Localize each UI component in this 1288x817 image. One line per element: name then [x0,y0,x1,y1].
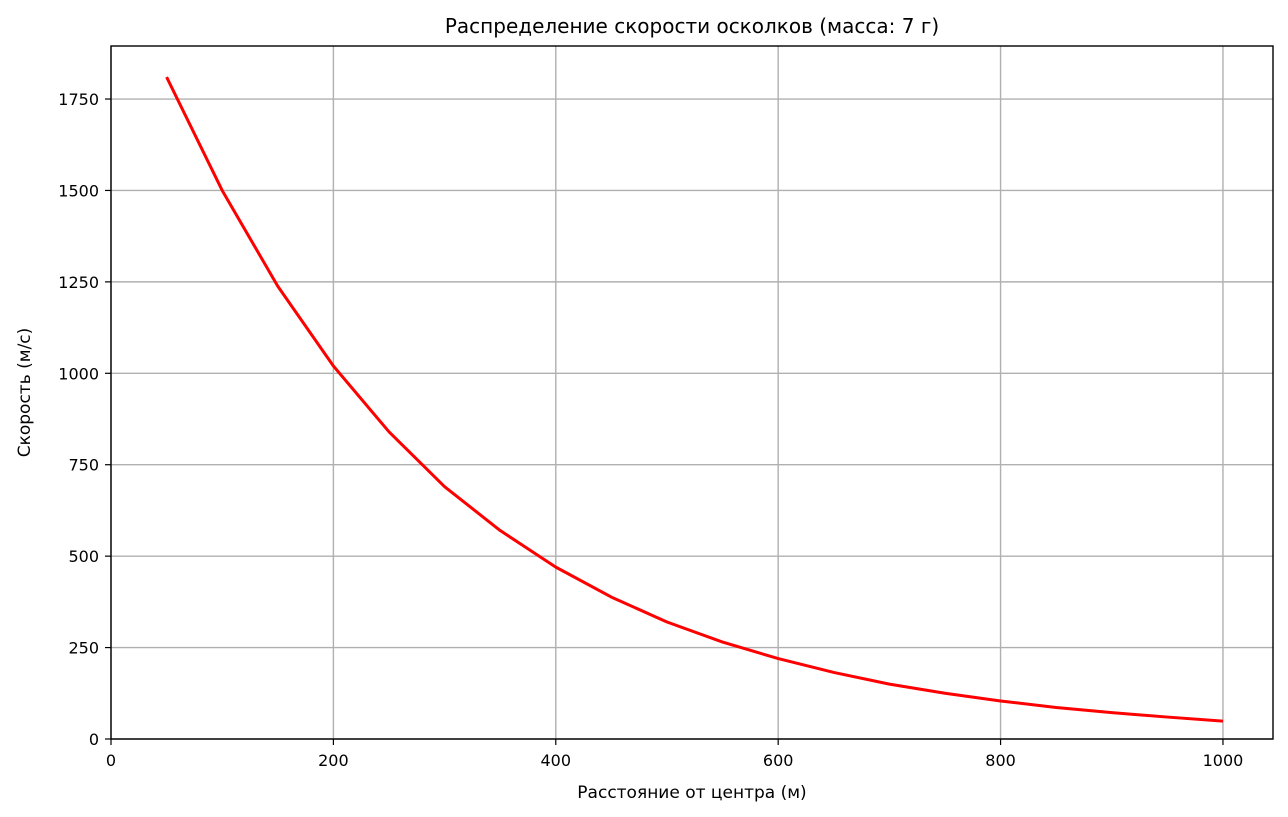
grid [110,46,1273,740]
y-tick-label: 750 [68,456,99,475]
y-tick-label: 250 [68,639,99,658]
plot-frame [110,45,1274,740]
x-tick-label: 400 [541,751,572,770]
y-tick-label: 1500 [58,181,99,200]
chart-title: Распределение скорости осколков (масса: … [445,14,939,38]
y-tick-label: 0 [89,730,99,749]
x-tick-label: 600 [763,751,794,770]
y-tick-label: 1000 [58,364,99,383]
y-tick-label: 1250 [58,273,99,292]
x-tick-label: 800 [985,751,1016,770]
y-axis-label: Скорость (м/с) [15,328,35,458]
y-tick-label: 500 [68,547,99,566]
x-tick-label: 200 [318,751,349,770]
y-tick-label: 1750 [58,90,99,109]
x-axis-label: Расстояние от центра (м) [577,783,806,803]
x-tick-label: 1000 [1203,751,1244,770]
series-layer [165,76,1224,723]
ticks: 0 200 400 600 800 1000 0 250 500 750 1000 1250 1500 1… [58,90,1243,770]
x-tick-label: 0 [106,751,116,770]
series-line [165,76,1224,723]
